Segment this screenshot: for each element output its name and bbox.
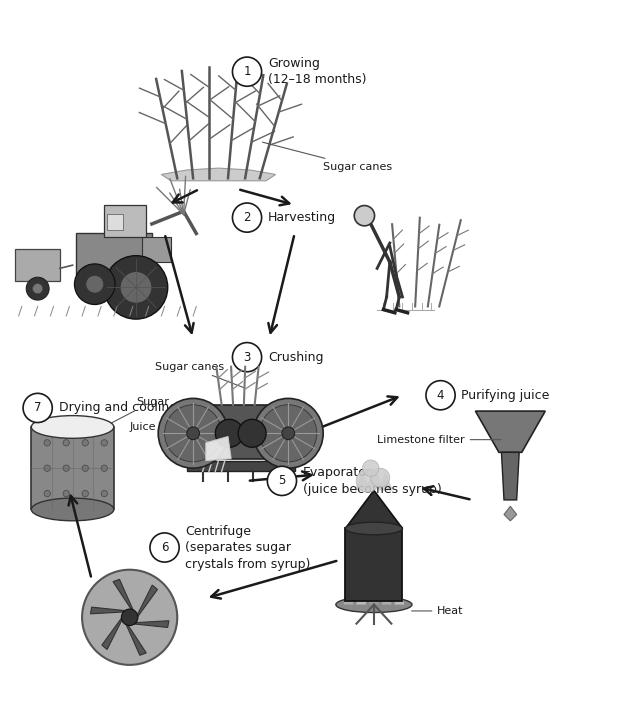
Circle shape (23, 394, 52, 423)
Polygon shape (346, 491, 403, 528)
Circle shape (282, 427, 294, 440)
Text: Drying and cooling: Drying and cooling (59, 401, 177, 414)
Circle shape (122, 609, 138, 626)
Circle shape (82, 570, 177, 665)
Text: 3: 3 (243, 350, 251, 364)
FancyBboxPatch shape (108, 215, 124, 230)
Ellipse shape (31, 498, 114, 521)
Circle shape (82, 440, 88, 446)
Circle shape (268, 467, 296, 496)
Circle shape (371, 468, 390, 487)
Polygon shape (381, 576, 392, 605)
FancyBboxPatch shape (15, 249, 60, 281)
Circle shape (101, 491, 108, 497)
Text: Sugar canes: Sugar canes (155, 362, 244, 388)
Circle shape (253, 399, 323, 468)
Polygon shape (366, 468, 381, 487)
Text: Crushing: Crushing (268, 350, 323, 364)
Text: Limestone filter: Limestone filter (377, 435, 501, 445)
Polygon shape (161, 168, 276, 181)
Polygon shape (355, 472, 370, 491)
Polygon shape (378, 472, 393, 491)
Polygon shape (476, 411, 545, 452)
Polygon shape (504, 506, 516, 521)
Circle shape (104, 256, 168, 319)
FancyBboxPatch shape (31, 427, 114, 510)
Circle shape (120, 272, 152, 303)
Text: 5: 5 (278, 474, 285, 487)
Text: Sugar canes: Sugar canes (262, 142, 392, 172)
Circle shape (215, 419, 243, 447)
Text: Evaporator
(juice becomes syrup): Evaporator (juice becomes syrup) (303, 466, 442, 496)
Polygon shape (90, 607, 126, 614)
Circle shape (63, 465, 69, 472)
Circle shape (232, 203, 262, 232)
Polygon shape (137, 585, 157, 617)
Circle shape (44, 465, 51, 472)
Circle shape (164, 405, 221, 462)
Polygon shape (206, 436, 231, 461)
Circle shape (44, 440, 51, 446)
Text: Growing
(12–18 months): Growing (12–18 months) (268, 57, 367, 86)
Text: 6: 6 (161, 541, 168, 554)
Circle shape (101, 440, 108, 446)
Circle shape (356, 469, 379, 492)
Text: 7: 7 (34, 401, 42, 414)
Text: Juice: Juice (130, 422, 203, 448)
Ellipse shape (346, 522, 403, 535)
Text: Centrifuge
(separates sugar
crystals from syrup): Centrifuge (separates sugar crystals fro… (186, 525, 311, 571)
Circle shape (187, 427, 200, 440)
Circle shape (150, 533, 179, 562)
Circle shape (362, 460, 379, 476)
Text: 4: 4 (436, 389, 444, 401)
FancyBboxPatch shape (76, 234, 152, 275)
Circle shape (26, 278, 49, 300)
Circle shape (238, 419, 266, 447)
Circle shape (63, 440, 69, 446)
Polygon shape (502, 452, 519, 500)
Polygon shape (356, 576, 366, 605)
Polygon shape (187, 461, 294, 472)
Text: Purifying juice: Purifying juice (461, 389, 550, 401)
FancyBboxPatch shape (346, 528, 403, 601)
Circle shape (101, 465, 108, 472)
Circle shape (44, 491, 51, 497)
Text: Sugar: Sugar (94, 396, 169, 432)
Polygon shape (134, 621, 169, 627)
Text: Heat: Heat (412, 606, 464, 616)
Circle shape (82, 465, 88, 472)
Ellipse shape (31, 416, 114, 438)
Circle shape (232, 57, 262, 86)
Text: Harvesting: Harvesting (268, 211, 336, 224)
Circle shape (426, 381, 455, 410)
Ellipse shape (336, 597, 412, 612)
Circle shape (86, 275, 104, 293)
Polygon shape (394, 586, 404, 605)
FancyBboxPatch shape (104, 205, 145, 236)
Circle shape (158, 399, 228, 468)
Circle shape (63, 491, 69, 497)
FancyBboxPatch shape (206, 405, 276, 459)
Polygon shape (102, 617, 122, 649)
Polygon shape (344, 586, 354, 605)
Circle shape (82, 491, 88, 497)
Polygon shape (369, 586, 379, 605)
Circle shape (232, 343, 262, 372)
Circle shape (260, 405, 317, 462)
FancyBboxPatch shape (142, 236, 171, 262)
Text: 1: 1 (243, 65, 251, 78)
Circle shape (74, 264, 115, 304)
Circle shape (33, 284, 43, 294)
Text: 2: 2 (243, 211, 251, 224)
Polygon shape (126, 624, 147, 656)
Circle shape (355, 205, 374, 226)
Polygon shape (113, 579, 134, 611)
